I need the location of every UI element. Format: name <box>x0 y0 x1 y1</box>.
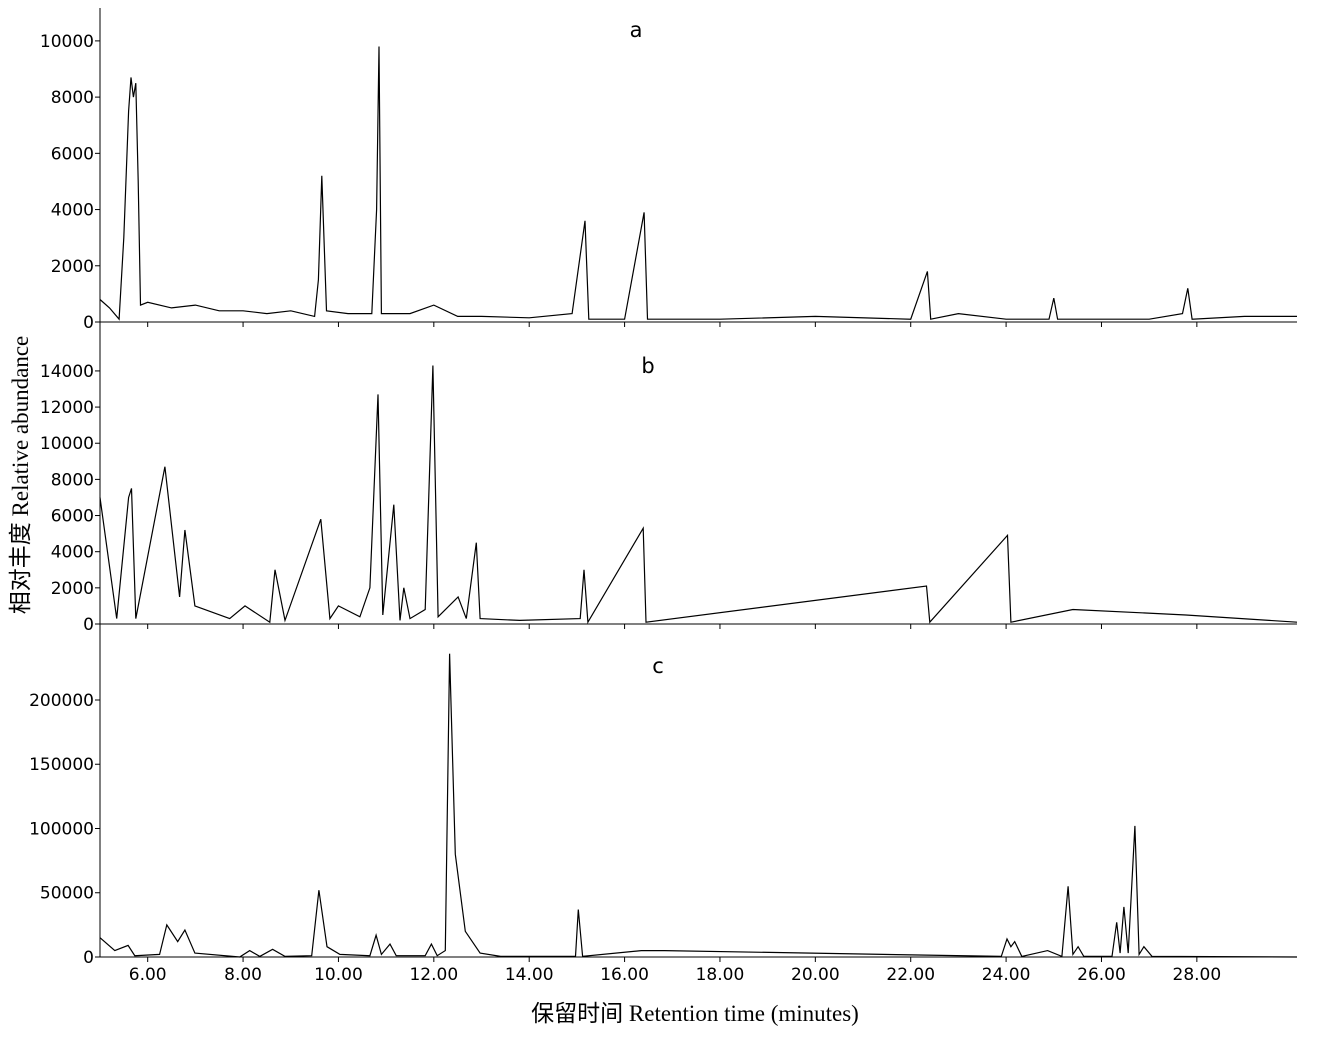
y-tick-label: 2000 <box>51 579 94 599</box>
x-tick-label: 14.00 <box>505 965 554 985</box>
x-tick-label: 26.00 <box>1077 965 1126 985</box>
y-tick-label: 100000 <box>29 819 94 839</box>
panel-label: c <box>652 654 664 678</box>
y-tick-label: 8000 <box>51 470 94 490</box>
y-tick-label: 50000 <box>40 884 94 904</box>
chromatogram-line <box>99 46 1297 321</box>
x-tick-label: 8.00 <box>224 965 262 985</box>
y-tick-label: 4000 <box>51 543 94 563</box>
y-tick-label: 10000 <box>40 32 94 52</box>
x-axis-label: 保留时间 Retention time (minutes) <box>531 1001 859 1026</box>
panel-label: a <box>630 18 643 42</box>
y-tick-label: 200000 <box>29 691 94 711</box>
x-tick-label: 12.00 <box>409 965 458 985</box>
y-tick-label: 14000 <box>40 362 94 382</box>
x-tick-label: 24.00 <box>982 965 1031 985</box>
y-tick-label: 0 <box>83 948 94 968</box>
panel-label: b <box>641 354 654 378</box>
y-tick-label: 12000 <box>40 398 94 418</box>
y-tick-label: 6000 <box>51 144 94 164</box>
y-axis-label: 相对丰度 Relative abundance <box>8 336 33 614</box>
y-tick-label: 4000 <box>51 201 94 221</box>
y-tick-label: 150000 <box>29 755 94 775</box>
x-tick-label: 10.00 <box>314 965 363 985</box>
x-tick-label: 6.00 <box>129 965 167 985</box>
x-tick-label: 16.00 <box>600 965 649 985</box>
y-tick-label: 2000 <box>51 257 94 277</box>
chromatogram-line <box>99 653 1298 958</box>
y-tick-label: 0 <box>83 313 94 333</box>
x-tick-label: 28.00 <box>1173 965 1222 985</box>
x-tick-label: 22.00 <box>886 965 935 985</box>
y-tick-label: 6000 <box>51 507 94 527</box>
x-tick-label: 18.00 <box>696 965 745 985</box>
y-tick-label: 0 <box>83 615 94 635</box>
y-tick-label: 8000 <box>51 88 94 108</box>
chromatogram-line <box>99 365 1298 625</box>
y-tick-label: 10000 <box>40 434 94 454</box>
x-tick-label: 20.00 <box>791 965 840 985</box>
